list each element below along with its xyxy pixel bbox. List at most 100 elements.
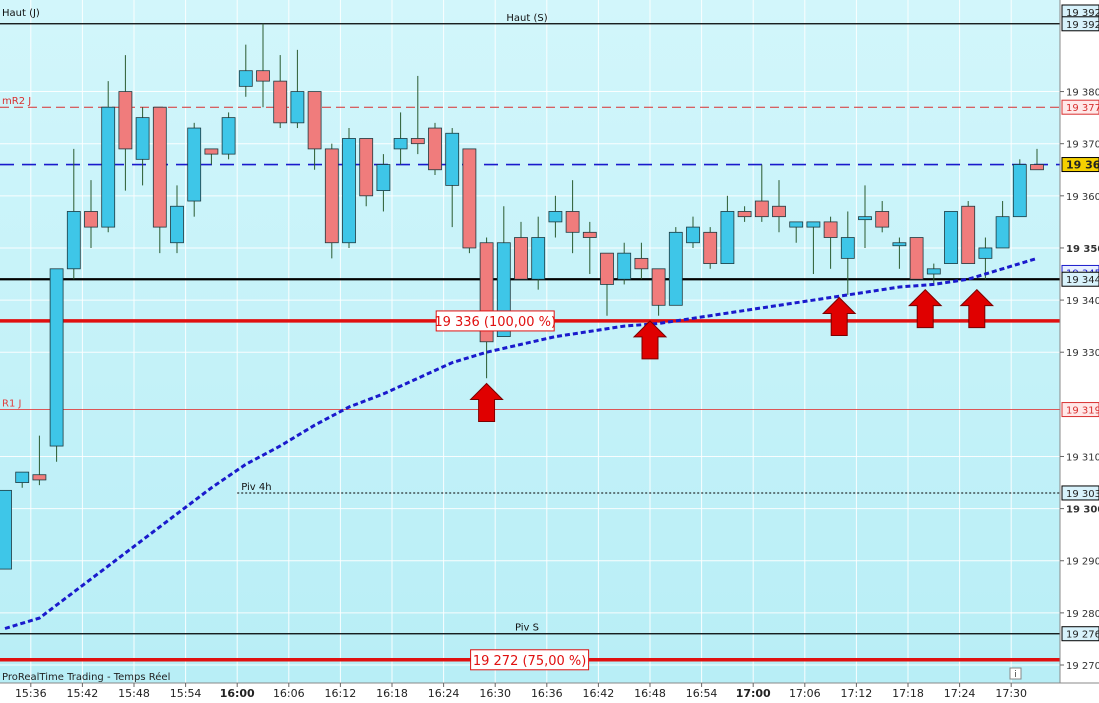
candle-body-down <box>514 237 528 280</box>
price-tag-frame <box>1061 157 1099 173</box>
candle-body-up <box>995 216 1010 249</box>
candle-body-down <box>582 231 597 238</box>
price-tick-label: 19 350 <box>1066 244 1099 255</box>
candle-body-up <box>686 226 700 244</box>
candle <box>256 23 270 108</box>
candle-body-down <box>204 148 219 155</box>
price-tick-label: 19 340 <box>1066 296 1099 307</box>
candle-body-up <box>548 211 563 223</box>
candle <box>0 489 12 570</box>
candle <box>754 164 769 222</box>
candle <box>410 75 425 155</box>
candle-body-up <box>531 237 546 280</box>
candle <box>892 237 907 269</box>
candle <box>1030 148 1044 171</box>
corner-label: Haut (J) <box>2 8 40 19</box>
candle <box>875 201 890 233</box>
candle <box>909 237 924 280</box>
moving-average <box>4 256 1038 630</box>
candle <box>307 91 322 170</box>
time-tick-label: 16:30 <box>479 687 511 699</box>
candle-body-up <box>445 132 460 186</box>
candle-body-down <box>428 127 442 171</box>
time-tick-label: 15:48 <box>118 687 150 699</box>
candle <box>290 49 305 129</box>
candle-body-up <box>0 489 12 570</box>
info-icon[interactable]: i <box>1009 667 1022 680</box>
candle <box>187 122 202 217</box>
price-tag: 19 276 <box>1061 626 1099 642</box>
candle <box>548 195 563 238</box>
candle-body-up <box>668 231 683 306</box>
candle-body-down <box>754 200 769 218</box>
candle-body-down <box>651 268 666 306</box>
candle <box>15 471 30 488</box>
candle-body-up <box>101 106 116 228</box>
candle-body-down <box>600 252 614 285</box>
footer-text: ProRealTime Trading - Temps Réel <box>2 671 170 683</box>
candle-body-down <box>875 211 890 228</box>
candle <box>995 201 1010 249</box>
price-tag-text: 19 303 <box>1066 489 1099 500</box>
price-tick-label: 19 280 <box>1066 609 1099 620</box>
price-tag-frame <box>1061 402 1099 418</box>
candle <box>101 81 116 233</box>
buy-arrow <box>907 288 943 329</box>
candle-body-down <box>307 91 322 150</box>
price-tag: 19 319 <box>1061 402 1099 418</box>
candle-body-up <box>840 237 855 259</box>
candle <box>32 435 47 486</box>
candle <box>926 263 941 285</box>
candle-body-down <box>32 474 47 481</box>
candle-body-down <box>152 106 167 228</box>
price-tag-frame <box>1061 626 1099 642</box>
candle <box>565 180 580 254</box>
candle-body-up <box>49 268 64 447</box>
time-tick-label: 17:12 <box>841 687 873 699</box>
candle <box>135 107 150 186</box>
price-tag-text: 19 319 <box>1066 406 1099 417</box>
price-tick-label: 19 330 <box>1066 348 1099 359</box>
candle-body-up <box>393 138 408 150</box>
candle-body-up <box>342 138 356 244</box>
candle <box>789 221 804 243</box>
candle-body-down <box>565 211 580 233</box>
time-tick-label: 17:18 <box>892 687 924 699</box>
price-tick-label: 19 310 <box>1066 452 1099 463</box>
candle-body-up <box>135 117 150 160</box>
time-tick-label: 16:42 <box>583 687 615 699</box>
time-tick-label: 16:48 <box>634 687 666 699</box>
candle-body-down <box>909 237 924 280</box>
candle <box>634 242 649 280</box>
buy-arrow <box>959 288 995 329</box>
candle-body-down <box>634 257 649 270</box>
time-tick-label: 16:24 <box>428 687 460 699</box>
candle <box>978 237 993 280</box>
level-box-text: 19 336 (100,00 %) <box>434 315 556 330</box>
candle-body-down <box>359 138 374 197</box>
time-tick-label: 16:36 <box>531 687 563 699</box>
time-tick-label: 17:24 <box>944 687 976 699</box>
time-tick-label: 17:30 <box>995 687 1027 699</box>
time-axis: 15:36 15:42 15:48 15:54 16:00 16:06 16:12 16:18… <box>15 683 1027 700</box>
price-tag-frame <box>1061 271 1099 287</box>
candle-body-down <box>410 138 425 145</box>
price-tick-label: 19 370 <box>1066 140 1099 151</box>
level-label-mr2-j: mR2 J <box>2 96 31 107</box>
time-tick-label: 17:06 <box>789 687 821 699</box>
candle-body-down <box>1030 164 1044 171</box>
price-tick-label: 19 380 <box>1066 88 1099 99</box>
price-tag-frame <box>1061 16 1099 32</box>
buy-arrow <box>469 382 504 422</box>
time-tick-label: 16:00 <box>220 687 255 699</box>
price-tick-label: 19 270 <box>1066 661 1099 672</box>
candle-body-down <box>737 211 752 218</box>
candle <box>531 216 546 290</box>
time-tick-label: 15:54 <box>170 687 202 699</box>
candle-body-down <box>961 205 976 264</box>
candle <box>84 180 98 248</box>
candle <box>737 206 752 222</box>
candle-body-down <box>84 211 98 228</box>
